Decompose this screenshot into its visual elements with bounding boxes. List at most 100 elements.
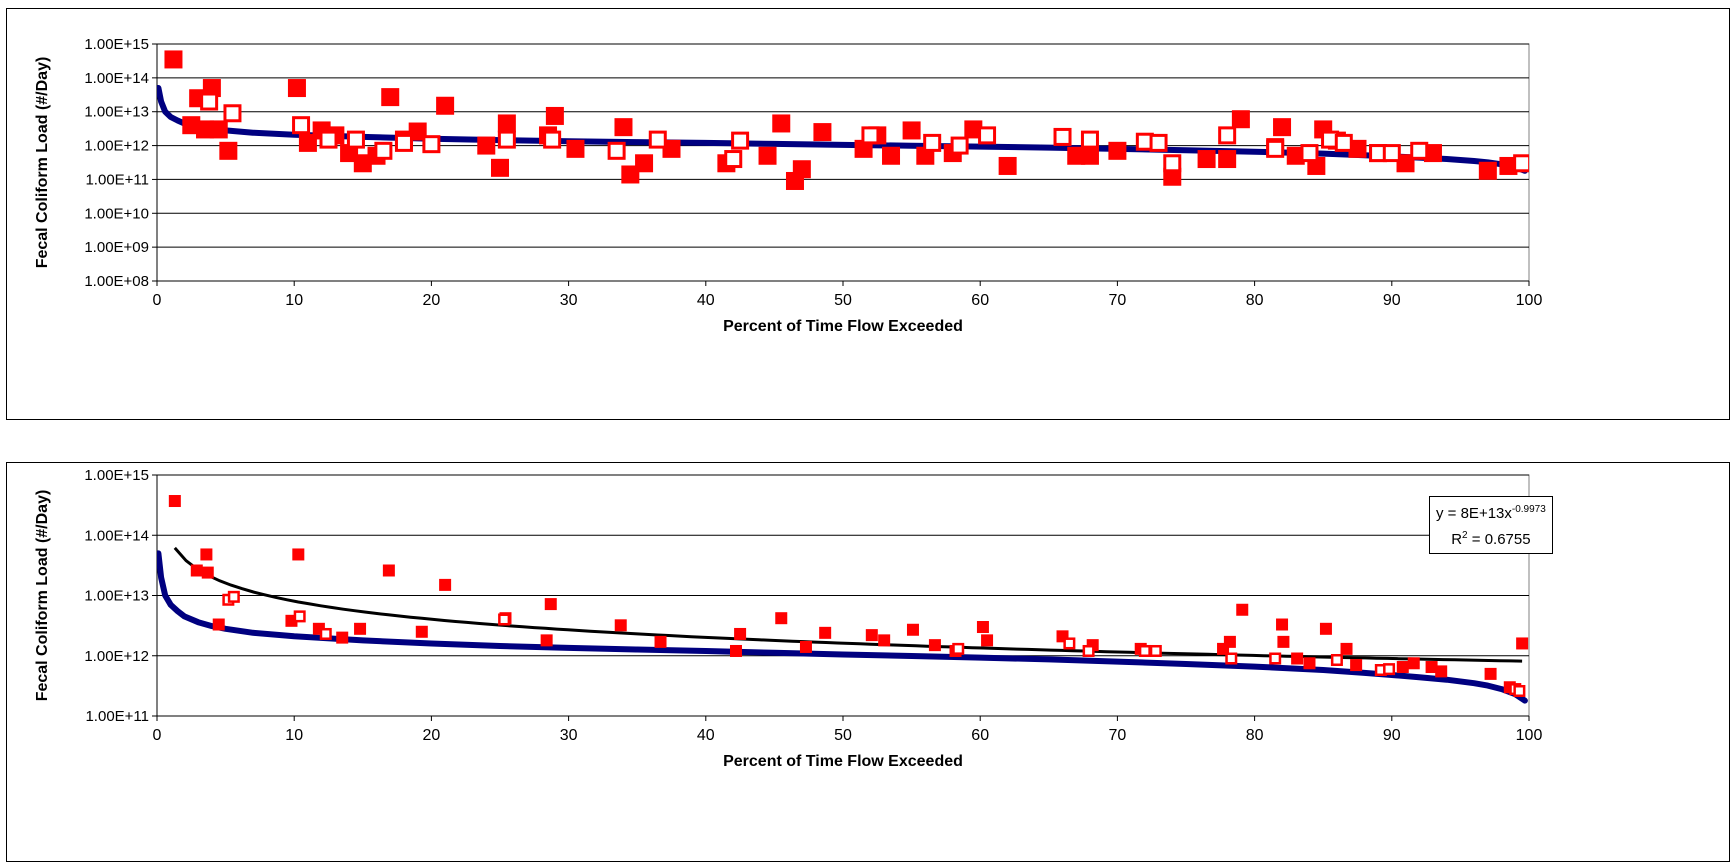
data-point-open (1269, 652, 1282, 665)
data-point-open (952, 642, 965, 655)
data-point-open (978, 126, 997, 145)
data-point-filled (1396, 154, 1415, 173)
x-tick-label: 0 (153, 727, 162, 744)
data-point-filled (219, 141, 238, 160)
x-tick-label: 10 (285, 292, 303, 309)
data-point-filled (906, 623, 919, 636)
data-point-filled (614, 118, 633, 137)
y-tick-label: 1.00E+09 (84, 239, 149, 256)
data-point-open (223, 104, 242, 123)
data-point-filled (1407, 657, 1420, 670)
data-point-filled (190, 564, 203, 577)
x-tick-label: 40 (697, 292, 715, 309)
data-point-open (1410, 141, 1429, 160)
x-tick-label: 90 (1383, 727, 1401, 744)
data-point-open (648, 130, 667, 149)
data-point-filled (813, 123, 832, 142)
y-tick-label: 1.00E+11 (85, 171, 149, 188)
data-point-filled (436, 96, 455, 115)
data-point-filled (1425, 661, 1438, 674)
data-point-open (374, 141, 393, 160)
x-tick-label: 60 (971, 727, 989, 744)
data-point-filled (1277, 635, 1290, 648)
data-point-open (1053, 127, 1072, 146)
data-point-filled (729, 644, 742, 657)
data-point-open (950, 136, 969, 155)
x-tick-label: 50 (834, 727, 852, 744)
data-point-open (731, 131, 750, 150)
data-point-filled (621, 165, 640, 184)
data-point-filled (540, 634, 553, 647)
data-point-filled (298, 133, 317, 152)
data-point-filled (209, 120, 228, 139)
y-axis-title: Fecal Coliform Load (#/Day) (34, 57, 51, 269)
y-tick-label: 1.00E+13 (84, 588, 149, 605)
data-point-filled (1276, 618, 1289, 631)
data-point-filled (477, 136, 496, 155)
data-point-filled (1067, 146, 1086, 165)
data-point-filled (336, 631, 349, 644)
data-layer (157, 50, 1529, 190)
data-point-filled (654, 635, 667, 648)
data-point-open (1218, 126, 1237, 145)
x-tick-label: 30 (560, 292, 578, 309)
data-point-filled (1348, 139, 1367, 158)
data-point-open (319, 627, 332, 640)
data-point-filled (287, 79, 306, 98)
data-point-filled (734, 627, 747, 640)
x-tick-label: 50 (834, 292, 852, 309)
data-point-filled (878, 634, 891, 647)
chart-top-svg: 1.00E+08 1.00E+09 1.00E+10 1.00E+11 1.00E+12… (34, 36, 1542, 335)
data-point-open (346, 130, 365, 149)
data-point-filled (1435, 665, 1448, 678)
data-point-filled (758, 146, 777, 165)
data-point-open (724, 150, 743, 169)
data-point-filled (1350, 659, 1363, 672)
data-point-filled (775, 612, 788, 625)
data-point-filled (772, 114, 791, 133)
data-point-filled (544, 598, 557, 611)
x-tick-label: 90 (1383, 292, 1401, 309)
flow-duration-curve (157, 550, 1528, 704)
x-tick-label: 40 (697, 727, 715, 744)
data-point-open (1138, 644, 1151, 657)
data-point-open (1163, 154, 1182, 173)
data-point-filled (415, 625, 428, 638)
data-point-filled (902, 121, 921, 140)
data-point-filled (614, 619, 627, 632)
data-point-filled (635, 154, 654, 173)
data-point-open (394, 133, 413, 152)
data-point-filled (1273, 118, 1292, 137)
data-point-open (1082, 644, 1095, 657)
y-tick-label: 1.00E+15 (84, 467, 149, 484)
data-point-filled (491, 158, 509, 177)
data-point-open (497, 130, 516, 149)
data-point-open (1330, 654, 1343, 667)
data-point-filled (1223, 635, 1236, 648)
data-point-filled (164, 50, 183, 69)
data-point-open (292, 116, 311, 135)
data-point-open (293, 610, 306, 623)
y-tick-label: 1.00E+12 (84, 648, 149, 665)
x-tick-label: 20 (423, 727, 441, 744)
data-point-open (1513, 154, 1529, 173)
data-point-filled (292, 548, 305, 561)
y-tick-label: 1.00E+14 (84, 527, 149, 544)
data-point-filled (1291, 652, 1304, 665)
data-point-filled (928, 639, 941, 652)
data-point-filled (1499, 156, 1518, 175)
data-point-filled (1484, 667, 1497, 680)
data-point-filled (1319, 622, 1332, 635)
data-point-filled (882, 146, 901, 165)
data-point-filled (381, 88, 400, 107)
data-point-filled (497, 114, 516, 133)
x-tick-label: 80 (1246, 292, 1264, 309)
data-point-open (1383, 663, 1396, 676)
data-point-filled (545, 106, 564, 125)
data-point-filled (196, 120, 215, 139)
y-axis-title: Fecal Coliform Load (#/Day) (34, 490, 51, 702)
data-point-filled (792, 160, 811, 179)
data-point-filled (819, 626, 832, 639)
data-point-filled (382, 564, 395, 577)
data-point-filled (662, 139, 681, 158)
